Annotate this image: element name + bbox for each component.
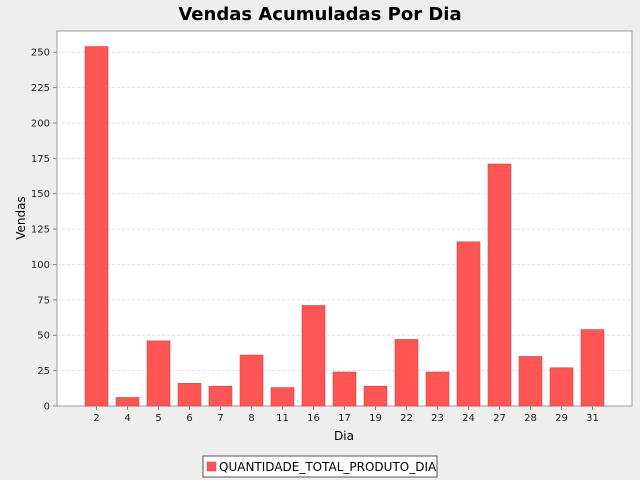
x-tick-label: 29 (555, 413, 568, 424)
chart-title: Vendas Acumuladas Por Dia (178, 4, 461, 25)
bar-29 (549, 367, 574, 407)
y-axis-ticks: 0 25 50 75 100 125 150 175 200 225 250 (31, 48, 57, 413)
y-tick-label: 100 (31, 260, 50, 271)
y-tick-label: 50 (37, 331, 50, 342)
x-tick-label: 11 (276, 413, 289, 424)
y-axis-label: Vendas (14, 196, 28, 240)
y-tick-label: 175 (31, 154, 50, 165)
bar-28 (518, 356, 543, 407)
x-tick-label: 16 (307, 413, 320, 424)
x-tick-label: 8 (248, 413, 254, 424)
x-tick-label: 24 (462, 413, 475, 424)
x-tick-label: 7 (217, 413, 223, 424)
x-tick-label: 17 (338, 413, 351, 424)
bars (84, 46, 605, 407)
legend-box (202, 455, 438, 478)
x-tick-label: 31 (586, 413, 599, 424)
y-tick-label: 150 (31, 189, 50, 200)
x-tick-label: 22 (400, 413, 413, 424)
bar-22 (394, 339, 419, 407)
bar-6 (177, 383, 202, 407)
bar-17 (332, 371, 357, 407)
bar-27 (487, 163, 512, 407)
bar-16 (301, 305, 326, 407)
bar-11 (270, 387, 295, 407)
x-axis-label: Dia (334, 429, 354, 443)
bar-23 (425, 371, 450, 407)
y-tick-label: 125 (31, 225, 50, 236)
bar-24 (456, 241, 481, 407)
x-tick-label: 28 (524, 413, 537, 424)
y-tick-label: 75 (37, 295, 50, 306)
bar-31 (580, 329, 605, 407)
bar-8 (239, 354, 264, 407)
y-tick-label: 0 (44, 402, 50, 413)
y-tick-label: 225 (31, 83, 50, 94)
y-tick-label: 25 (37, 366, 50, 377)
bar-4 (115, 397, 140, 407)
legend-swatch (206, 461, 217, 472)
legend-label: QUANTIDADE_TOTAL_PRODUTO_DIA (219, 460, 437, 474)
bar-5 (146, 340, 171, 407)
bar-2 (84, 46, 109, 407)
y-tick-label: 200 (31, 118, 50, 129)
x-tick-label: 27 (493, 413, 506, 424)
x-tick-label: 23 (431, 413, 444, 424)
y-tick-label: 250 (31, 48, 50, 59)
x-tick-label: 6 (186, 413, 192, 424)
x-tick-label: 4 (124, 413, 130, 424)
bar-19 (363, 385, 388, 407)
x-axis-ticks: 2 4 5 6 7 8 11 16 17 19 22 23 24 27 28 29 31 (93, 406, 599, 424)
x-tick-label: 19 (369, 413, 382, 424)
x-tick-label: 2 (93, 413, 99, 424)
x-tick-label: 5 (155, 413, 161, 424)
legend: QUANTIDADE_TOTAL_PRODUTO_DIA (202, 455, 438, 478)
bar-7 (208, 385, 233, 407)
